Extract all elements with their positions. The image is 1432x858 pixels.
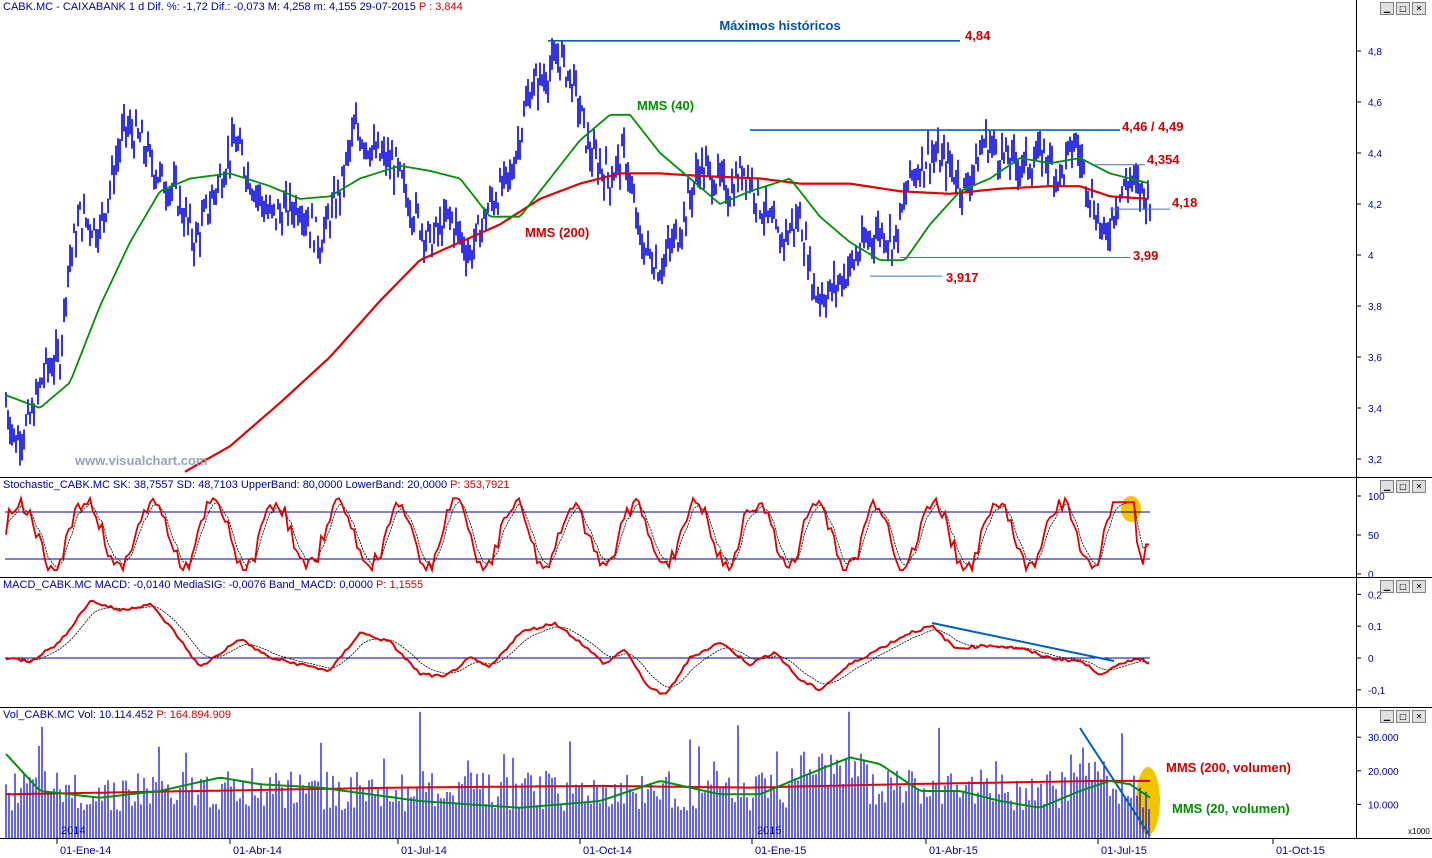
vol-highlight [1136,767,1160,835]
mms40-label: MMS (40) [637,98,694,113]
y-tick-label: 0 [1368,570,1374,578]
level-399-label: 3,99 [1133,248,1158,263]
stoch-header: Stochastic_CABK.MC SK: 38,7557 SD: 48,71… [3,479,510,491]
year-2015-label: 2015 [757,825,781,837]
y-tick-label: 4,8 [1368,47,1382,58]
y-tick-label: 3,8 [1368,302,1382,313]
stochastic-panel: Stochastic_CABK.MC SK: 38,7557 SD: 48,71… [0,477,1432,578]
x-tick-label: 01-Jul-15 [1101,845,1147,857]
level-4354-label: 4,354 [1147,152,1180,167]
stoch-window-controls: ▁ □ ✕ [1380,480,1426,493]
y-tick-label: 3,6 [1368,353,1382,364]
volume-panel: Vol_CABK.MC Vol: 10.114.452 P: 164.894.9… [0,707,1432,839]
y-tick-label: 20.000 [1368,767,1399,778]
x-tick-label: 01-Oct-14 [583,845,632,857]
x-tick-label: 01-Abr-15 [929,845,978,857]
minimize-icon[interactable]: ▁ [1380,480,1394,493]
y-tick-label: 0,2 [1368,590,1382,601]
level-418-label: 4,18 [1172,195,1197,210]
price-chart: 4,8 4,6 4,4 4,2 4 3,8 3,6 3,4 3,2 Máximos histór… [5,18,1382,473]
y-tick-label: 4,6 [1368,98,1382,109]
close-icon[interactable]: ✕ [1412,480,1426,493]
volume-chart: MMS (200, volumen) MMS (20, volumen) 201… [5,711,1430,838]
minimize-icon[interactable]: ▁ [1380,580,1394,593]
price-window-controls: ▁ □ ✕ [1380,2,1426,15]
price-header: CABK.MC - CAIXABANK 1 d Dif. %: -1,72 Di… [3,1,463,13]
macd-window-controls: ▁ □ ✕ [1380,580,1426,593]
price-panel: CABK.MC - CAIXABANK 1 d Dif. %: -1,72 Di… [3,1,1426,473]
vol-header: Vol_CABK.MC Vol: 10.114.452 P: 164.894.9… [3,709,231,721]
stochastic-chart: 100 50 0 [5,492,1385,578]
year-2014-label: 2014 [61,825,85,837]
x-tick-label: 01-Abr-14 [233,845,282,857]
vol-unit: x1000 [1408,827,1430,836]
maximize-icon[interactable]: □ [1396,480,1410,493]
vol-mms20-label: MMS (20, volumen) [1172,801,1290,816]
macd-panel: MACD_CABK.MC MACD: -0,0140 MediaSIG: -0,… [0,577,1432,708]
vol-mms20-line [5,753,1151,809]
y-tick-label: 4,2 [1368,200,1382,211]
x-tick-label: 01-Ene-14 [60,845,111,857]
y-tick-label: 0 [1368,654,1374,665]
macd-chart: 0,2 0,1 0 -0,1 [5,590,1386,697]
y-tick-label: 30.000 [1368,733,1399,744]
y-tick-label: 3,2 [1368,455,1382,466]
close-icon[interactable]: ✕ [1412,580,1426,593]
macd-header: MACD_CABK.MC MACD: -0,0140 MediaSIG: -0,… [3,579,424,591]
level-446-label: 4,46 / 4,49 [1122,119,1183,134]
watermark: www.visualchart.com [74,453,207,468]
close-icon[interactable]: ✕ [1412,2,1426,15]
y-tick-label: 50 [1368,531,1380,542]
vol-mms200-label: MMS (200, volumen) [1166,760,1291,775]
stoch-highlight [1121,496,1141,522]
macd-divergence-line [931,622,1115,662]
stoch-sk-line [5,494,1149,574]
maximize-icon[interactable]: □ [1396,710,1410,723]
y-tick-label: 3,4 [1368,404,1382,415]
x-tick-label: 01-Ene-15 [755,845,806,857]
level-484-label: 4,84 [965,28,991,43]
y-tick-label: 100 [1368,492,1385,503]
y-tick-label: -0,1 [1368,686,1386,697]
macd-line [5,599,1150,695]
minimize-icon[interactable]: ▁ [1380,710,1394,723]
y-tick-label: 10.000 [1368,800,1399,811]
close-icon[interactable]: ✕ [1412,710,1426,723]
stoch-sd-line [5,501,1150,568]
x-axis: 01-Ene-14 01-Abr-14 01-Jul-14 01-Oct-14 01-E… [0,838,1432,858]
mms40-line [5,113,1150,409]
level-3917-label: 3,917 [946,270,979,285]
minimize-icon[interactable]: ▁ [1380,2,1394,15]
vol-mms200-line [6,779,1150,796]
macd-signal-line [5,606,1150,688]
maximize-icon[interactable]: □ [1396,2,1410,15]
y-axis-line [1356,0,1357,857]
x-tick-label: 01-Jul-14 [401,845,447,857]
x-tick-label: 01-Oct-15 [1276,845,1325,857]
maximize-icon[interactable]: □ [1396,580,1410,593]
y-tick-label: 0,1 [1368,622,1382,633]
historic-max-label: Máximos históricos [719,18,840,33]
mms200-line [184,172,1149,473]
mms200-label: MMS (200) [525,225,589,240]
y-tick-label: 4 [1368,251,1374,262]
y-tick-label: 4,4 [1368,149,1382,160]
vol-window-controls: ▁ □ ✕ [1380,710,1426,723]
symbol: CABK.MC - CAIXABANK [3,1,126,13]
